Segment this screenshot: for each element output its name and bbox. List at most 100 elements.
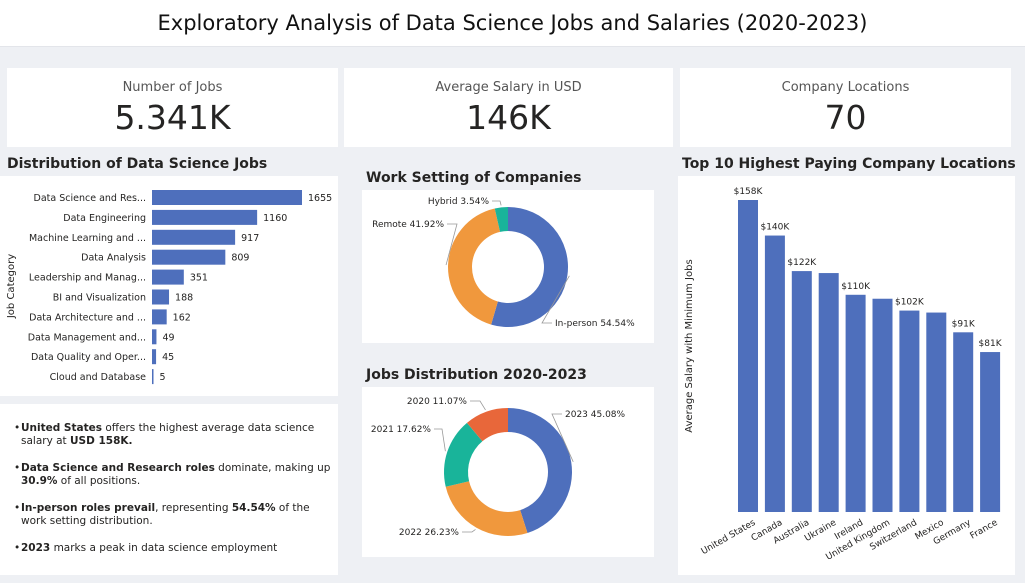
year-distribution-svg: 2023 45.08% 2022 26.23% 2021 17.62% 2020 11… — [371, 397, 626, 538]
insight-text: 30.9% — [21, 475, 58, 487]
bar[interactable] — [152, 309, 167, 325]
top-locations-svg: Average Salary with Minimum Jobs $158K Uni… — [684, 187, 1003, 563]
kpi-value: 146K — [466, 98, 551, 137]
donut-slice[interactable] — [444, 422, 483, 487]
donut-slice[interactable] — [466, 408, 508, 442]
year-distribution-title: Jobs Distribution 2020-2023 — [366, 367, 587, 383]
kpi-card-jobs[interactable]: Number of Jobs 5.341K — [7, 68, 338, 147]
insight-text: , representing — [155, 502, 232, 514]
leader-line — [492, 200, 502, 206]
job-distribution-svg: Job Category Data Science and Res... 1655 D… — [6, 190, 332, 385]
data-label: 49 — [162, 332, 174, 343]
category-label: Data Quality and Oper... — [31, 352, 146, 363]
slice-label: 2022 26.23% — [399, 528, 460, 538]
data-label: 188 — [175, 293, 193, 304]
bar[interactable] — [152, 369, 154, 385]
bar[interactable] — [980, 352, 1001, 512]
category-label: France — [969, 518, 1000, 542]
donut-slice[interactable] — [494, 207, 508, 232]
slice-label: In-person 54.54% — [555, 319, 635, 329]
year-distribution-chart[interactable]: 2023 45.08% 2022 26.23% 2021 17.62% 2020 11… — [362, 387, 654, 557]
kpi-card-salary[interactable]: Average Salary in USD 146K — [344, 68, 673, 147]
category-label: Data Management and... — [28, 332, 146, 343]
bar[interactable] — [738, 200, 758, 512]
category-label: Machine Learning and ... — [29, 233, 146, 244]
donut-slice[interactable] — [491, 207, 568, 327]
bar[interactable] — [953, 332, 974, 512]
insights-list: United States offers the highest average… — [14, 422, 336, 569]
bar[interactable] — [152, 190, 302, 205]
bar[interactable] — [152, 209, 258, 225]
category-label: Leadership and Manag... — [29, 273, 146, 284]
insight-text: In-person roles prevail — [21, 502, 156, 514]
bar[interactable] — [764, 235, 785, 512]
title-bar: Exploratory Analysis of Data Science Job… — [0, 0, 1025, 47]
data-label: 917 — [241, 233, 259, 244]
bar[interactable] — [845, 294, 866, 512]
data-label: $110K — [841, 282, 871, 292]
category-label: Data Engineering — [63, 213, 146, 224]
slice-label: 2023 45.08% — [565, 410, 626, 420]
leader-line — [445, 223, 458, 266]
insight-item: Data Science and Research roles dominate… — [14, 462, 336, 488]
kpi-value: 5.341K — [114, 98, 231, 137]
category-label: Cloud and Database — [50, 372, 147, 383]
kpi-label: Average Salary in USD — [435, 80, 582, 95]
insight-text: dominate, making up — [214, 462, 331, 474]
category-label: United States — [700, 518, 758, 557]
donut-slice[interactable] — [448, 208, 501, 325]
category-label: BI and Visualization — [53, 293, 146, 304]
bar[interactable] — [818, 273, 839, 512]
data-label: $102K — [895, 298, 925, 308]
bar[interactable] — [152, 329, 157, 345]
y-axis-label: Average Salary with Minimum Jobs — [684, 259, 695, 432]
kpi-value: 70 — [824, 98, 867, 137]
insight-text: United States — [21, 422, 102, 434]
data-label: 1655 — [308, 193, 332, 204]
bar[interactable] — [872, 298, 893, 512]
category-label: Data Analysis — [81, 253, 146, 264]
insight-item: United States offers the highest average… — [14, 422, 336, 448]
data-label: 162 — [173, 312, 191, 323]
donut-slice[interactable] — [445, 481, 528, 536]
insight-text: USD 158K. — [70, 435, 133, 447]
data-label: $140K — [760, 223, 790, 233]
bar[interactable] — [152, 249, 226, 265]
bar[interactable] — [152, 269, 184, 285]
category-label: Data Architecture and ... — [29, 312, 146, 323]
data-label: $158K — [734, 187, 764, 197]
leader-line — [470, 400, 486, 411]
job-distribution-chart[interactable]: Job Category Data Science and Res... 1655 D… — [0, 176, 338, 396]
data-label: 45 — [162, 352, 174, 363]
slice-label: 2021 17.62% — [371, 425, 432, 435]
page-title: Exploratory Analysis of Data Science Job… — [157, 11, 868, 35]
bar[interactable] — [152, 229, 236, 245]
data-label: 351 — [190, 273, 208, 284]
kpi-label: Number of Jobs — [122, 80, 223, 95]
bar[interactable] — [152, 289, 170, 305]
data-label: $122K — [787, 258, 817, 268]
donut-slice[interactable] — [508, 408, 572, 533]
leader-line — [434, 428, 446, 452]
job-distribution-title: Distribution of Data Science Jobs — [7, 156, 268, 172]
top-locations-chart[interactable]: Average Salary with Minimum Jobs $158K Uni… — [678, 176, 1015, 575]
work-setting-title: Work Setting of Companies — [366, 170, 582, 186]
work-setting-chart[interactable]: In-person 54.54% Remote 41.92% Hybrid 3.54… — [362, 190, 654, 343]
bar[interactable] — [926, 312, 947, 512]
bar[interactable] — [899, 310, 920, 512]
insight-text: of all positions. — [57, 475, 141, 487]
data-label: 809 — [231, 253, 249, 264]
slice-label: 2020 11.07% — [407, 397, 468, 407]
category-label: Data Science and Res... — [34, 193, 146, 204]
bar[interactable] — [791, 271, 812, 512]
bar[interactable] — [152, 349, 157, 365]
insight-text: of the work setting distribution. — [21, 502, 310, 527]
data-label: $91K — [952, 319, 976, 329]
leader-line — [551, 413, 574, 463]
kpi-card-locations[interactable]: Company Locations 70 — [680, 68, 1011, 147]
insight-text: Data Science and Research roles — [21, 462, 215, 474]
data-label: 1160 — [263, 213, 287, 224]
leader-line — [541, 275, 570, 324]
insight-text: marks a peak in data science employment — [50, 542, 278, 554]
insight-text: 54.54% — [231, 502, 276, 514]
